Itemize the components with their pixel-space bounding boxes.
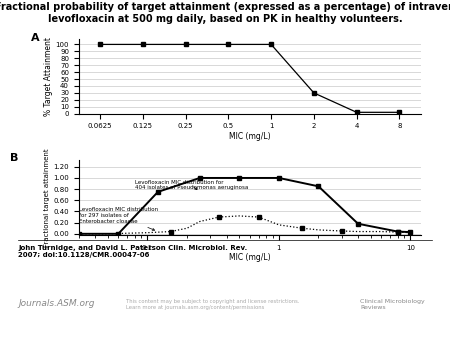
Text: (A) Fractional probability of target attainment (expressed as a percentage) of i: (A) Fractional probability of target att… (0, 2, 450, 12)
Text: This content may be subject to copyright and license restrictions.
Learn more at: This content may be subject to copyright… (126, 299, 300, 310)
Y-axis label: Fractional target attainment: Fractional target attainment (45, 148, 50, 247)
Text: Journals.ASM.org: Journals.ASM.org (18, 299, 94, 308)
X-axis label: MIC (mg/L): MIC (mg/L) (229, 254, 270, 262)
Text: Clinical Microbiology
Reviews: Clinical Microbiology Reviews (360, 299, 425, 310)
Text: Levofloxacin MIC distribution
for 297 isolates of
Enterobacter cloacae: Levofloxacin MIC distribution for 297 is… (79, 207, 158, 231)
X-axis label: MIC (mg/L): MIC (mg/L) (229, 132, 270, 141)
Y-axis label: % Target Attainment: % Target Attainment (44, 37, 53, 116)
Text: A: A (31, 33, 40, 43)
Text: John Turnidge, and David L. Paterson Clin. Microbiol. Rev.
2007; doi:10.1128/CMR: John Turnidge, and David L. Paterson Cli… (18, 245, 247, 258)
Text: levofloxacin at 500 mg daily, based on PK in healthy volunteers.: levofloxacin at 500 mg daily, based on P… (48, 14, 402, 24)
Text: B: B (10, 152, 19, 163)
Text: Levofloxacin MIC distribution for
404 isolates of Pseudomonas aeruginosa: Levofloxacin MIC distribution for 404 is… (135, 179, 248, 190)
